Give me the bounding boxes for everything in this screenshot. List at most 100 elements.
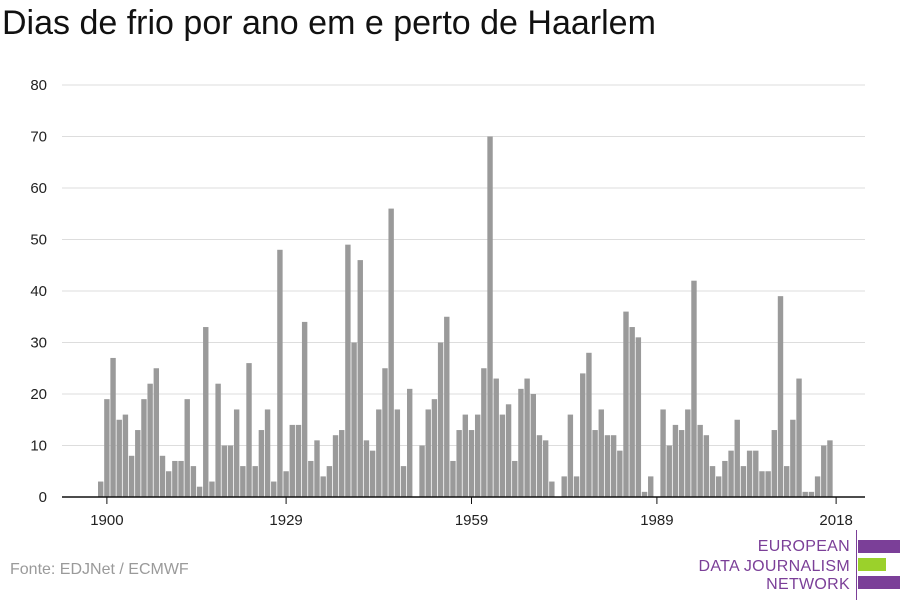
bar-1994	[685, 409, 691, 497]
bar-1980	[598, 409, 604, 497]
bar-1964	[499, 414, 506, 497]
x-tick-label-1959: 1959	[455, 512, 488, 529]
bar-1957	[456, 430, 462, 497]
bar-1979	[592, 430, 598, 497]
bar-1907	[147, 383, 153, 497]
bar-2004	[746, 450, 753, 497]
bar-1921	[233, 409, 240, 497]
bar-1933	[308, 460, 314, 497]
y-axis-tick-labels: 0 10 20 30 40 50 60 70 80	[30, 77, 47, 506]
bar-1923	[246, 363, 252, 497]
x-tick-label-1929: 1929	[269, 512, 302, 529]
bar-2012	[796, 378, 802, 497]
bar-1926	[264, 409, 271, 497]
bar-1947	[394, 409, 401, 497]
bar-2001	[728, 450, 734, 497]
bar-1975	[567, 414, 574, 497]
bar-1984	[623, 311, 629, 497]
bar-1996	[697, 424, 703, 497]
bar-1955	[444, 316, 450, 497]
bar-1951	[419, 445, 425, 497]
y-tick-label-30: 30	[30, 335, 47, 352]
bar-1910	[165, 471, 172, 497]
x-tick-label-1989: 1989	[640, 512, 673, 529]
bar-1946	[388, 208, 394, 497]
bar-1968	[524, 378, 530, 497]
bar-1959	[468, 430, 475, 497]
bar-1940	[351, 342, 357, 497]
logo-divider	[856, 530, 857, 600]
bar-2005	[753, 450, 759, 497]
bar-1934	[314, 440, 320, 497]
bar-1919	[221, 445, 227, 497]
y-tick-label-70: 70	[30, 129, 47, 146]
logo-line-2: DATA JOURNALISM	[698, 558, 850, 575]
bar-1993	[678, 430, 685, 497]
bar-2011	[790, 419, 796, 497]
edjnet-logo: EUROPEAN DATA JOURNALISM NETWORK	[698, 530, 900, 600]
bar-1935	[320, 476, 326, 497]
bar-1967	[518, 388, 524, 497]
bar-1976	[573, 476, 580, 497]
logo-bar-purple-bottom	[858, 576, 900, 589]
bar-2006	[759, 471, 765, 497]
bar-1966	[512, 460, 518, 497]
bar-2008	[771, 430, 778, 497]
bar-1903	[122, 414, 129, 497]
bar-1909	[159, 455, 166, 497]
bar-2000	[722, 460, 728, 497]
bar-1983	[617, 450, 623, 497]
bar-2013	[802, 491, 808, 497]
bar-1956	[450, 460, 456, 497]
bar-1948	[400, 466, 407, 497]
bar-1971	[542, 440, 549, 497]
bar-1918	[215, 383, 221, 497]
bar-chart: 0 10 20 30 40 50 60 70 80 1900 1929 1959 1989 2018	[30, 77, 865, 529]
x-tick-label-1900: 1900	[90, 512, 123, 529]
bar-1958	[462, 414, 469, 497]
bar-1986	[635, 337, 642, 497]
bar-2003	[740, 466, 747, 497]
bar-1936	[326, 466, 333, 497]
bar-1982	[610, 435, 617, 497]
bar-1965	[505, 404, 512, 497]
bar-1913	[184, 399, 190, 497]
bar-1970	[536, 435, 543, 497]
bar-2015	[814, 476, 821, 497]
bar-1905	[135, 430, 141, 497]
bar-1922	[240, 466, 246, 497]
bar-1914	[190, 466, 197, 497]
bar-1960	[474, 414, 481, 497]
bar-2017	[827, 440, 833, 497]
bar-1930	[289, 424, 295, 497]
bar-1924	[252, 466, 258, 497]
y-tick-label-0: 0	[39, 489, 47, 506]
bar-1939	[345, 244, 351, 497]
bar-1990	[660, 409, 666, 497]
bar-1901	[110, 357, 116, 497]
bar-1916	[203, 327, 209, 497]
y-tick-label-10: 10	[30, 438, 47, 455]
bar-1969	[530, 394, 536, 497]
bar-1912	[178, 460, 184, 497]
bar-1920	[227, 445, 234, 497]
bar-1995	[691, 280, 697, 497]
bar-1915	[196, 486, 203, 497]
bar-1902	[116, 419, 122, 497]
bar-1931	[295, 424, 302, 497]
y-tick-label-50: 50	[30, 232, 47, 249]
bar-1952	[425, 409, 431, 497]
bar-1928	[277, 249, 283, 497]
bar-1904	[128, 455, 135, 497]
bar-1978	[586, 352, 592, 497]
logo-bar-green	[858, 558, 886, 571]
bar-1937	[332, 435, 339, 497]
bar-1988	[648, 476, 654, 497]
y-tick-label-40: 40	[30, 283, 47, 300]
logo-line-1: EUROPEAN	[757, 538, 850, 555]
bar-1932	[301, 321, 308, 497]
bar-1938	[339, 430, 345, 497]
source-note: Fonte: EDJNet / ECMWF	[10, 561, 189, 578]
bar-1963	[493, 378, 499, 497]
bar-1998	[709, 466, 716, 497]
